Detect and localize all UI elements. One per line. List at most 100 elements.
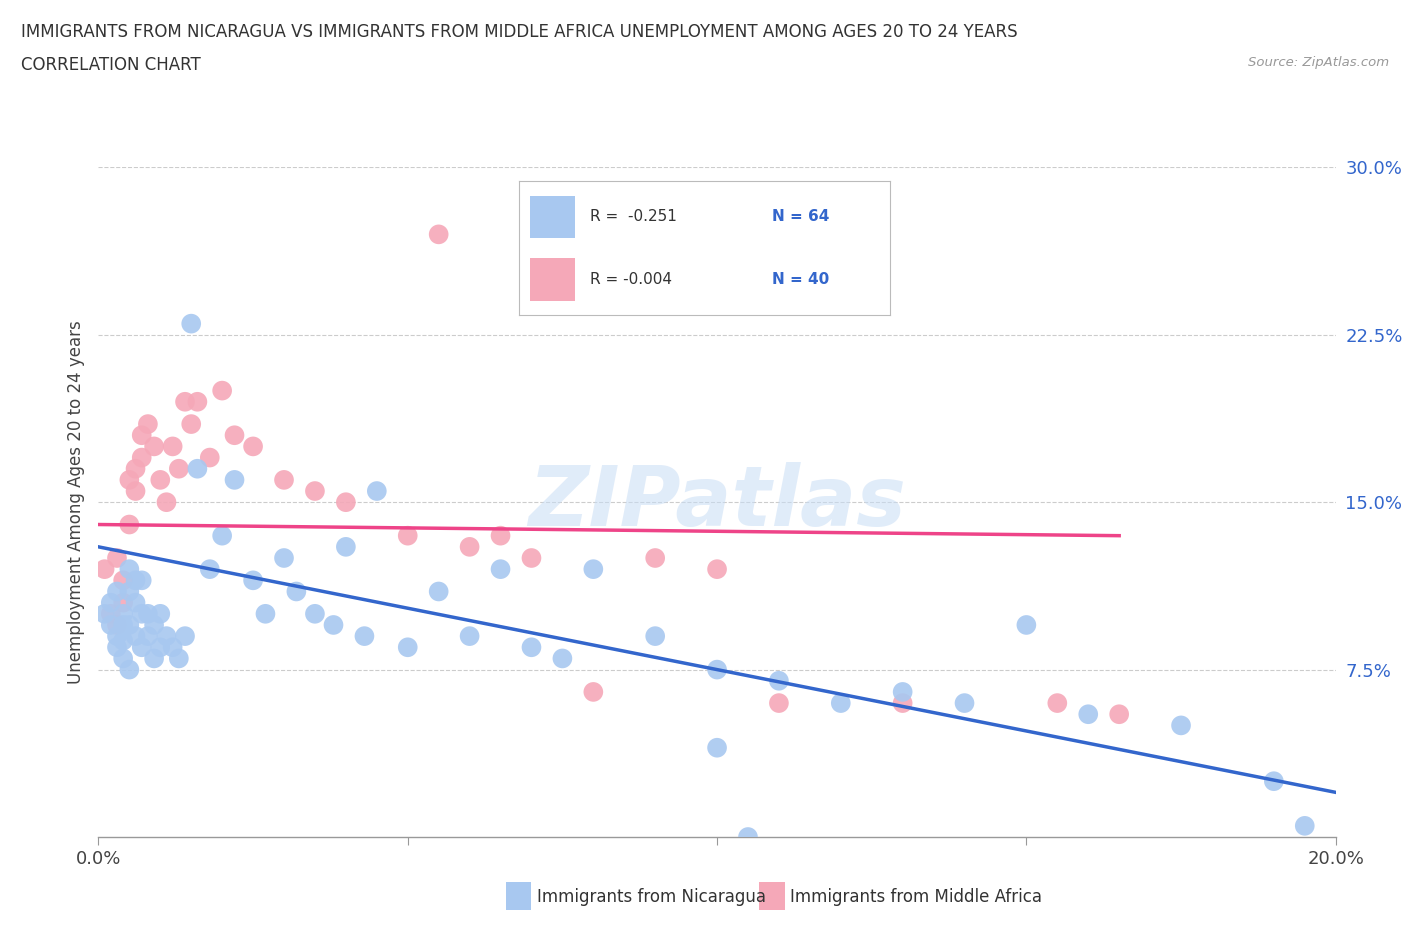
Point [706, 740, 728, 755]
Point [136, 606, 159, 621]
Point [155, 495, 177, 510]
Point [304, 484, 326, 498]
Point [100, 595, 122, 610]
Point [582, 562, 605, 577]
Point [1294, 818, 1316, 833]
Point [254, 606, 277, 621]
Point [706, 662, 728, 677]
Point [273, 472, 295, 487]
Text: IMMIGRANTS FROM NICARAGUA VS IMMIGRANTS FROM MIDDLE AFRICA UNEMPLOYMENT AMONG AG: IMMIGRANTS FROM NICARAGUA VS IMMIGRANTS … [21, 23, 1018, 41]
Point [458, 629, 481, 644]
Point [891, 696, 914, 711]
Point [644, 629, 666, 644]
Point [335, 495, 357, 510]
Point [105, 584, 128, 599]
Point [737, 830, 759, 844]
Point [335, 539, 357, 554]
Point [551, 651, 574, 666]
Point [162, 640, 184, 655]
Point [118, 472, 141, 487]
Point [1046, 696, 1069, 711]
Point [149, 606, 172, 621]
Point [242, 573, 264, 588]
Point [186, 461, 208, 476]
Text: Immigrants from Nicaragua: Immigrants from Nicaragua [537, 888, 766, 907]
Point [105, 551, 128, 565]
Point [131, 640, 153, 655]
Point [174, 394, 197, 409]
Point [427, 227, 450, 242]
Point [1170, 718, 1192, 733]
Point [273, 551, 295, 565]
Text: CORRELATION CHART: CORRELATION CHART [21, 56, 201, 73]
Point [149, 640, 172, 655]
Point [118, 584, 141, 599]
Point [131, 450, 153, 465]
Point [100, 618, 122, 632]
Point [768, 696, 790, 711]
Point [112, 651, 135, 666]
Point [105, 640, 128, 655]
Point [353, 629, 375, 644]
Point [131, 606, 153, 621]
Point [186, 394, 208, 409]
Point [124, 629, 146, 644]
Point [224, 472, 246, 487]
Point [285, 584, 308, 599]
Point [1108, 707, 1130, 722]
Point [644, 551, 666, 565]
Point [891, 684, 914, 699]
Point [198, 562, 221, 577]
Point [100, 606, 122, 621]
Point [211, 383, 233, 398]
Point [118, 662, 141, 677]
Point [180, 316, 202, 331]
Point [174, 629, 197, 644]
Point [118, 618, 141, 632]
Point [124, 461, 146, 476]
Point [304, 606, 326, 621]
Point [143, 618, 166, 632]
Point [211, 528, 233, 543]
Point [1015, 618, 1038, 632]
Point [198, 450, 221, 465]
Y-axis label: Unemployment Among Ages 20 to 24 years: Unemployment Among Ages 20 to 24 years [66, 320, 84, 684]
Point [953, 696, 976, 711]
Point [124, 573, 146, 588]
Point [118, 562, 141, 577]
Point [112, 573, 135, 588]
Point [162, 439, 184, 454]
Point [396, 528, 419, 543]
Point [112, 618, 135, 632]
Point [124, 484, 146, 498]
Point [136, 629, 159, 644]
Point [105, 629, 128, 644]
Point [322, 618, 344, 632]
Point [706, 562, 728, 577]
Text: ZIPatlas: ZIPatlas [529, 461, 905, 543]
Point [768, 673, 790, 688]
Point [149, 472, 172, 487]
Point [489, 562, 512, 577]
Point [242, 439, 264, 454]
Point [136, 417, 159, 432]
Point [105, 618, 128, 632]
Point [489, 528, 512, 543]
Point [155, 629, 177, 644]
Point [830, 696, 852, 711]
Point [224, 428, 246, 443]
Text: Source: ZipAtlas.com: Source: ZipAtlas.com [1249, 56, 1389, 69]
Point [93, 606, 115, 621]
Point [1263, 774, 1285, 789]
Text: Immigrants from Middle Africa: Immigrants from Middle Africa [790, 888, 1042, 907]
Point [93, 562, 115, 577]
Point [180, 417, 202, 432]
Point [1077, 707, 1099, 722]
Point [131, 573, 153, 588]
Point [118, 517, 141, 532]
Point [112, 633, 135, 648]
Point [112, 606, 135, 621]
Point [520, 551, 543, 565]
Point [582, 684, 605, 699]
Point [167, 651, 190, 666]
